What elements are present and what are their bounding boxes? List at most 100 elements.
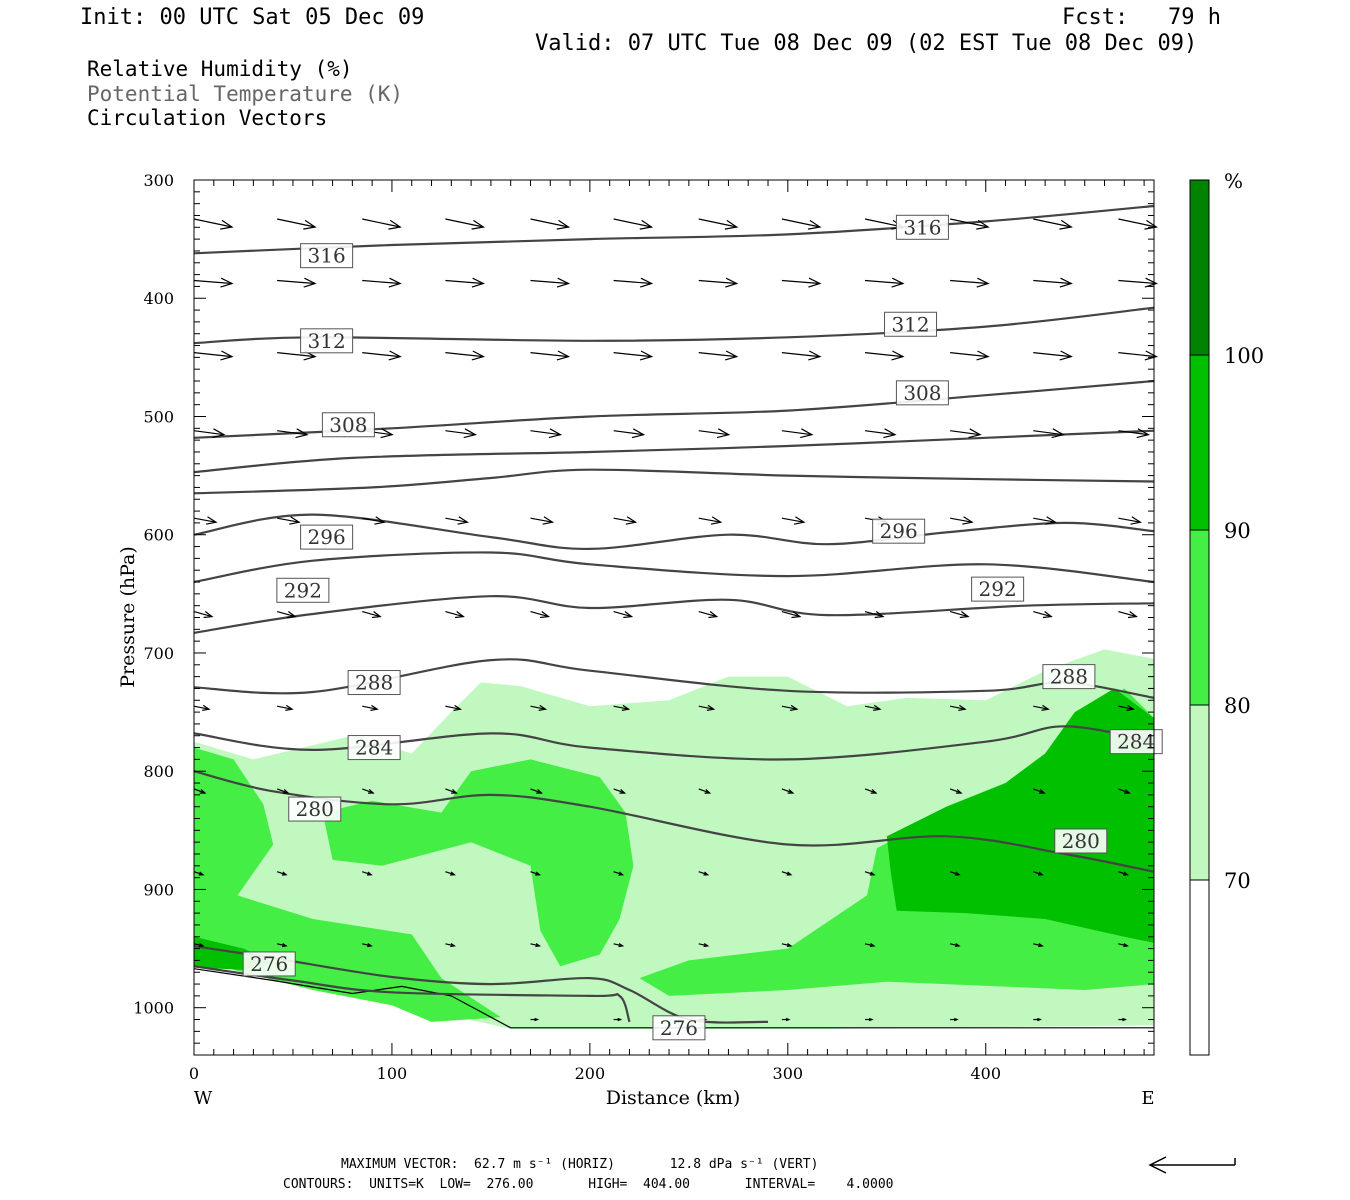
circulation-vector [950, 517, 973, 523]
vector-arrowhead [807, 219, 822, 230]
contour-label-box [895, 214, 949, 240]
vector-arrowhead [1130, 516, 1142, 525]
vector-arrowhead [281, 943, 288, 948]
vector-arrowhead [869, 943, 876, 948]
contour-label: 292 [979, 577, 1017, 601]
vector-arrowhead [891, 350, 905, 361]
axes-layer: 300 400 500 600 700 800 900 1000 0 100 200 300 400 [133, 171, 1154, 1083]
vector-arrowhead [388, 350, 402, 361]
rh-region [886, 688, 1154, 943]
vector-arrowhead [536, 788, 544, 794]
contours-note: CONTOURS: UNITS=K LOW= 276.00 HIGH= 404.… [283, 1177, 894, 1192]
vector-arrowhead [535, 871, 542, 876]
x-tick-label: 200 [575, 1064, 606, 1083]
forecast-hour: Fcst: 79 h [1062, 5, 1221, 30]
contour-label: 276 [250, 952, 288, 976]
vector-arrowhead [534, 1017, 540, 1022]
circulation-vector [781, 430, 812, 436]
circulation-vector [530, 788, 542, 794]
circulation-vector [613, 517, 636, 523]
circulation-vector [1033, 218, 1072, 228]
vector-arrowhead [1136, 428, 1151, 439]
colorbar-segment [1189, 879, 1210, 1056]
vector-arrowhead [959, 611, 970, 619]
x-tick-label: 0 [189, 1064, 199, 1083]
circulation-vector [1033, 279, 1072, 285]
vector-arrowhead [976, 350, 990, 361]
terrain-layer [193, 968, 1154, 1029]
contour-label-layer: 316 316 312 312 308 308 296 296 292 292 288 288 284 2… [242, 214, 1163, 1041]
vector-arrowhead [640, 277, 654, 288]
colorbar: 100 90 80 70% [1189, 169, 1264, 1056]
circulation-vector [781, 517, 804, 523]
vector-arrowhead [535, 943, 542, 948]
vector-arrowhead [556, 277, 571, 288]
vector-arrowhead [205, 516, 218, 525]
circulation-vector [530, 279, 569, 285]
circulation-vector [445, 517, 468, 523]
contour-label-box [884, 311, 938, 337]
vector-arrowhead [618, 943, 625, 948]
vector-arrowhead [708, 611, 719, 619]
circulation-vector [949, 611, 969, 618]
circulation-vector [698, 352, 737, 358]
circulation-vector [864, 430, 896, 436]
circulation-vector [613, 279, 652, 285]
vector-arrowhead [454, 611, 465, 619]
circulation-vector [1033, 517, 1056, 523]
circulation-vector [277, 430, 308, 436]
circulation-vector [530, 352, 569, 358]
circulation-vector [698, 430, 729, 436]
vector-arrowhead [869, 871, 876, 876]
vector-arrowhead [621, 704, 631, 711]
circulation-vector [781, 788, 794, 794]
circulation-vector [530, 218, 569, 228]
colorbar-label: 90 [1224, 519, 1251, 543]
vector-arrowhead [220, 277, 234, 288]
contour-label: 296 [308, 525, 346, 549]
vector-arrowhead [958, 704, 967, 711]
vector-arrowhead [710, 516, 723, 525]
circulation-vector [1118, 705, 1134, 710]
circulation-vector [698, 611, 717, 618]
circulation-vector [950, 352, 989, 358]
circulation-vector [950, 430, 981, 436]
vector-arrowhead [1123, 943, 1130, 948]
circulation-vector [277, 705, 293, 710]
vector-arrowhead [954, 943, 961, 948]
contour-label-box [288, 796, 342, 822]
colorbar-segment [1189, 704, 1210, 881]
contour-label-box [652, 1015, 706, 1041]
vector-arrowhead [471, 219, 485, 230]
circulation-vector [1033, 788, 1045, 794]
valid-time: Valid: 07 UTC Tue 08 Dec 09 (02 EST Tue … [535, 31, 1198, 56]
theta-contour-268 [193, 965, 631, 1023]
circulation-vector [613, 788, 625, 794]
vector-arrowhead [367, 788, 375, 794]
vector-arrowhead [542, 516, 555, 525]
vector-arrowhead [202, 704, 211, 711]
vector-arrowhead [1037, 871, 1044, 876]
circulation-vector [950, 279, 989, 285]
vector-arrowhead [808, 350, 822, 361]
vector-arrowhead [1059, 219, 1073, 230]
vector-arrowhead [212, 428, 226, 439]
vector-arrowhead [457, 516, 469, 525]
rh-region [322, 759, 634, 967]
circulation-vector [277, 279, 316, 285]
y-tick-label: 300 [143, 171, 174, 190]
contour-label: 280 [296, 797, 334, 821]
theta-contour-292 [193, 551, 1155, 584]
circulation-vector [193, 279, 233, 285]
contour-label: 284 [355, 736, 393, 760]
circulation-vector [445, 279, 484, 285]
vector-arrowhead [1059, 277, 1073, 288]
circulation-vector [613, 352, 652, 358]
circulation-vector [193, 218, 233, 228]
contour-label: 312 [308, 329, 346, 353]
circulation-vector [698, 788, 710, 794]
contour-label: 296 [880, 519, 918, 543]
vector-arrowhead [962, 516, 974, 525]
colorbar-segment [1189, 529, 1210, 706]
vector-arrowhead [1045, 516, 1057, 525]
